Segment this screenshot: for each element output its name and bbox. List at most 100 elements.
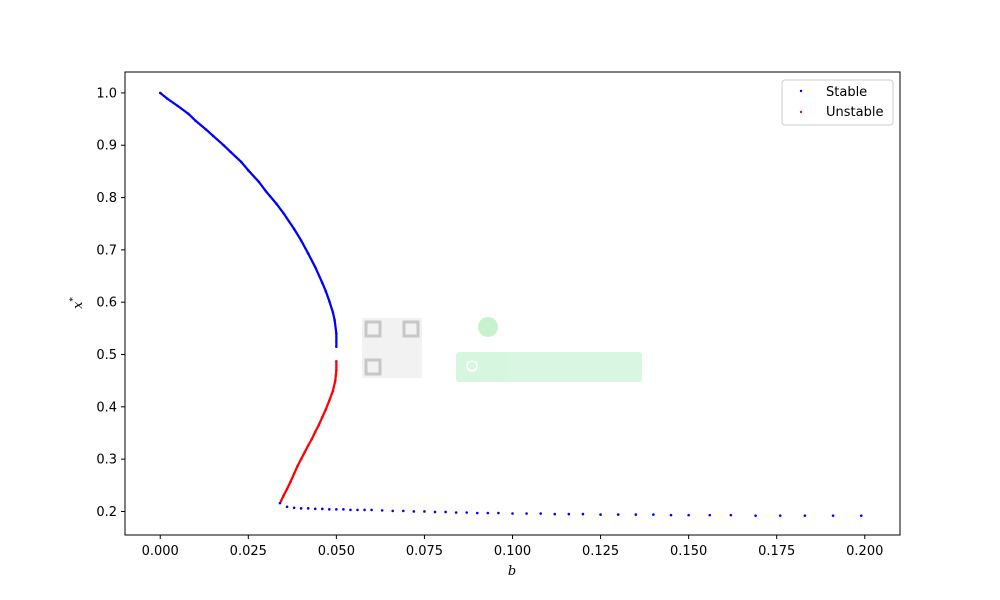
stable-point bbox=[356, 508, 359, 512]
watermark-search-icon bbox=[466, 360, 478, 372]
x-tick-label: 0.075 bbox=[406, 544, 443, 559]
stable-point bbox=[525, 512, 528, 515]
unstable-point bbox=[334, 378, 337, 381]
stable-point bbox=[803, 514, 807, 517]
x-tick-label: 0.175 bbox=[758, 544, 795, 559]
stable-point bbox=[221, 143, 224, 146]
stable-point bbox=[246, 168, 249, 171]
stable-point bbox=[327, 298, 331, 302]
watermark-qr-icon bbox=[362, 318, 422, 378]
unstable-point bbox=[304, 450, 307, 453]
unstable-point bbox=[289, 479, 293, 482]
unstable-point bbox=[293, 471, 296, 474]
stable-point bbox=[729, 513, 733, 517]
watermark-wechat-icon bbox=[478, 317, 498, 337]
unstable-point bbox=[286, 486, 289, 489]
x-axis: 0.000 0.025 0.050 0.075 0.100 0.125 0.150 0.175… bbox=[142, 535, 883, 559]
stable-point bbox=[299, 507, 303, 510]
y-tick-label: 0.2 bbox=[96, 505, 117, 520]
stable-point bbox=[333, 317, 336, 320]
unstable-point bbox=[331, 388, 335, 392]
stable-point bbox=[567, 512, 571, 516]
stable-point bbox=[634, 513, 638, 516]
stable-point bbox=[228, 149, 231, 153]
stable-point bbox=[320, 280, 323, 283]
stable-point bbox=[754, 514, 757, 517]
stable-point bbox=[186, 111, 189, 115]
stable-point bbox=[175, 104, 178, 107]
y-tick-label: 0.6 bbox=[96, 296, 117, 311]
stable-point bbox=[324, 288, 327, 292]
stable-point bbox=[486, 511, 490, 515]
stable-point bbox=[306, 507, 310, 510]
legend-label-stable: Stable bbox=[826, 85, 867, 100]
y-tick-label: 0.5 bbox=[96, 348, 117, 363]
stable-point bbox=[380, 509, 384, 512]
stable-point bbox=[328, 508, 331, 511]
stable-point bbox=[210, 133, 214, 137]
x-tick-label: 0.200 bbox=[846, 544, 883, 559]
stable-point bbox=[263, 189, 267, 192]
series-markers bbox=[158, 91, 863, 517]
unstable-point bbox=[297, 463, 300, 467]
unstable-point bbox=[328, 398, 331, 401]
unstable-point bbox=[314, 429, 318, 432]
x-tick-label: 0.050 bbox=[318, 544, 355, 559]
stable-point bbox=[687, 513, 690, 517]
stable-point bbox=[412, 510, 416, 513]
stable-point bbox=[342, 508, 345, 511]
stable-point bbox=[349, 508, 352, 512]
stable-point bbox=[274, 201, 277, 205]
y-tick-label: 0.7 bbox=[96, 243, 117, 258]
stable-point bbox=[433, 510, 437, 514]
stable-point bbox=[553, 512, 557, 516]
x-tick-label: 0.000 bbox=[142, 544, 179, 559]
stable-point bbox=[402, 509, 405, 513]
legend: Stable Unstable bbox=[781, 79, 894, 126]
watermark-search-box bbox=[456, 352, 642, 382]
unstable-point bbox=[321, 414, 324, 418]
stable-point bbox=[616, 513, 620, 516]
stable-point bbox=[599, 513, 602, 516]
x-tick-label: 0.125 bbox=[582, 544, 619, 559]
y-tick-label: 0.9 bbox=[96, 139, 117, 154]
unstable-point bbox=[300, 456, 303, 460]
y-tick-label: 0.4 bbox=[96, 400, 117, 415]
x-tick-label: 0.025 bbox=[230, 544, 267, 559]
stable-point bbox=[669, 513, 673, 517]
y-tick-label: 1.0 bbox=[96, 86, 117, 101]
stable-point bbox=[292, 226, 295, 230]
stable-point bbox=[193, 118, 196, 122]
stable-point bbox=[539, 512, 542, 515]
stable-point bbox=[335, 508, 338, 511]
stable-point bbox=[454, 511, 458, 514]
unstable-point bbox=[307, 443, 311, 446]
stable-point bbox=[165, 96, 168, 100]
stable-point bbox=[306, 251, 309, 254]
stable-point bbox=[313, 264, 316, 268]
stable-point bbox=[203, 127, 207, 130]
x-tick-label: 0.100 bbox=[494, 544, 531, 559]
stable-point bbox=[335, 331, 338, 334]
unstable-point bbox=[311, 436, 314, 440]
unstable-point bbox=[318, 422, 321, 426]
y-tick-label: 0.8 bbox=[96, 191, 117, 206]
stable-point bbox=[859, 514, 863, 517]
stable-point bbox=[256, 179, 260, 183]
stable-point bbox=[370, 508, 373, 512]
stable-point bbox=[331, 309, 334, 313]
x-tick-label: 0.150 bbox=[670, 544, 707, 559]
stable-point bbox=[281, 211, 284, 214]
unstable-point bbox=[280, 498, 283, 501]
stable-point bbox=[778, 514, 782, 517]
unstable-point bbox=[335, 367, 338, 371]
stable-point bbox=[285, 505, 289, 509]
legend-box bbox=[781, 79, 894, 126]
stable-point bbox=[581, 512, 585, 516]
legend-marker-stable bbox=[799, 89, 803, 93]
stable-point bbox=[497, 511, 500, 515]
stable-point bbox=[444, 510, 447, 514]
stable-point bbox=[391, 509, 395, 513]
x-axis-label: b bbox=[508, 564, 516, 579]
legend-marker-unstable bbox=[799, 110, 803, 114]
